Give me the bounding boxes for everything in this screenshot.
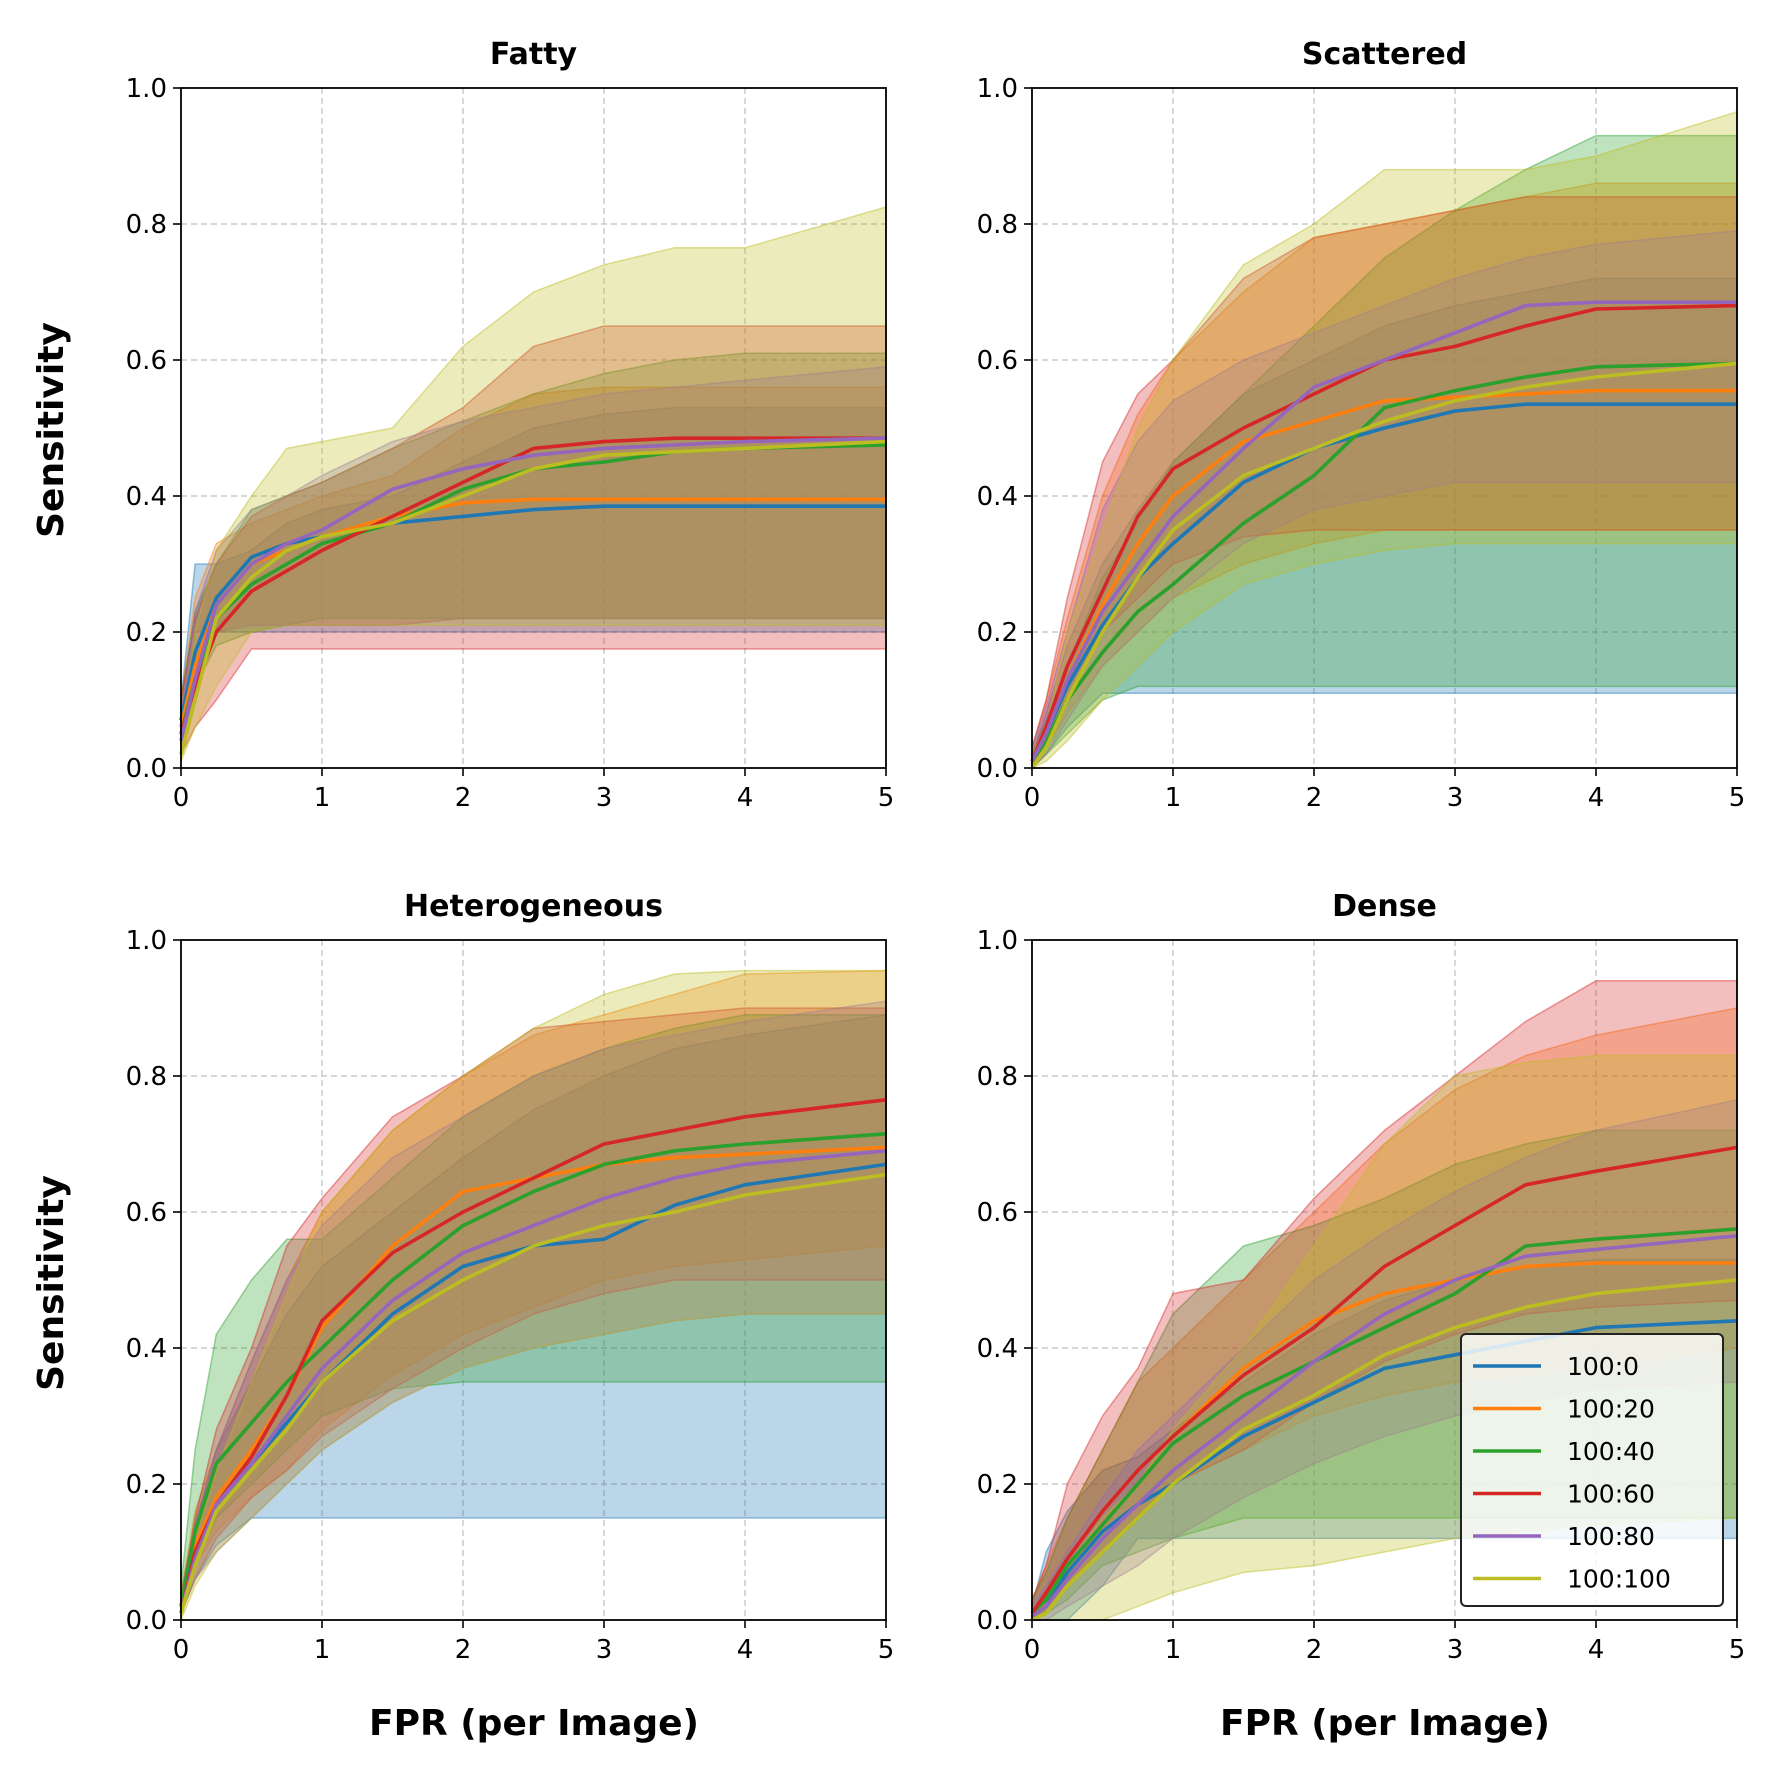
legend-item-100-60: 100:60 — [1473, 1480, 1655, 1509]
y-tick-label: 1.0 — [126, 926, 167, 956]
legend-label: 100:100 — [1567, 1565, 1671, 1594]
series-line-100-80 — [179, 1149, 887, 1614]
x-tick-label: 3 — [1447, 783, 1464, 813]
y-tick-label: 0.8 — [126, 210, 167, 240]
y-axis-label-top: Sensitivity — [31, 322, 72, 538]
legend: 100:0 100:20 100:40 100:60 100:80 100:100 — [1460, 1333, 1724, 1607]
legend-item-100-0: 100:0 — [1473, 1352, 1639, 1381]
y-tick-label: 0.6 — [126, 1198, 167, 1228]
x-tick-label: 4 — [1588, 783, 1605, 813]
y-tick-label: 0.8 — [977, 1062, 1018, 1092]
series-line-100-60 — [179, 436, 886, 735]
x-tick-label: 0 — [1024, 1635, 1041, 1665]
legend-label: 100:20 — [1567, 1395, 1655, 1424]
x-tick-label: 0 — [173, 1635, 190, 1665]
y-tick-label: 1.0 — [977, 74, 1018, 104]
panel-fatty: 0 1 2 3 4 5 0.0 0.2 0.4 0.6 0.8 1.0 Fatty — [126, 37, 895, 813]
y-tick-label: 0.6 — [977, 1198, 1018, 1228]
series-line-100-0 — [1030, 402, 1737, 763]
axes-frame — [1031, 939, 1738, 1621]
panel-heterogeneous: 0 1 2 3 4 5 0.0 0.2 0.4 0.6 0.8 1.0 Heterogeneous — [126, 889, 895, 1665]
x-tick-label: 5 — [878, 783, 895, 813]
x-tick-label: 4 — [737, 1635, 754, 1665]
legend-item-100-100: 100:100 — [1473, 1565, 1671, 1594]
y-tick-label: 0.2 — [126, 1470, 167, 1500]
x-tick-label: 1 — [1165, 1635, 1182, 1665]
legend-label: 100:60 — [1567, 1480, 1655, 1509]
y-tick-label: 0.0 — [977, 1606, 1018, 1636]
x-axis-label-left: FPR (per Image) — [369, 1703, 699, 1744]
panel-title-fatty: Fatty — [490, 37, 578, 72]
legend-label: 100:80 — [1567, 1522, 1655, 1551]
x-tick-label: 1 — [314, 1635, 331, 1665]
series-line-100-20 — [179, 1145, 887, 1607]
y-tick-label: 1.0 — [126, 74, 167, 104]
series-line-100-100 — [179, 439, 887, 755]
y-tick-label: 0.0 — [977, 754, 1018, 784]
y-tick-label: 0.4 — [126, 1334, 167, 1364]
y-tick-label: 0.6 — [126, 346, 167, 376]
series-line-100-40 — [1030, 1227, 1738, 1615]
x-tick-label: 2 — [1306, 1635, 1323, 1665]
x-tick-label: 5 — [1729, 1635, 1746, 1665]
panel-title-dense: Dense — [1332, 889, 1437, 924]
legend-item-100-80: 100:80 — [1473, 1522, 1655, 1551]
y-tick-label: 0.4 — [126, 482, 167, 512]
x-tick-label: 2 — [455, 1635, 472, 1665]
panel-title-heterogeneous: Heterogeneous — [404, 889, 663, 924]
series-line-100-80 — [1030, 1234, 1738, 1619]
axes-frame — [180, 939, 887, 1621]
x-tick-label: 0 — [1024, 783, 1041, 813]
legend-label: 100:40 — [1567, 1437, 1655, 1466]
y-tick-label: 0.8 — [977, 210, 1018, 240]
series-line-100-80 — [179, 436, 887, 742]
series-line-100-40 — [179, 1132, 887, 1607]
series-line-100-80 — [1030, 300, 1737, 763]
x-tick-label: 3 — [596, 1635, 613, 1665]
x-tick-label: 5 — [878, 1635, 895, 1665]
axes-frame — [180, 87, 887, 769]
axes-frame — [1031, 87, 1738, 769]
x-tick-label: 4 — [1588, 1635, 1605, 1665]
legend-label: 100:0 — [1567, 1352, 1639, 1381]
legend-item-100-20: 100:20 — [1473, 1395, 1655, 1424]
y-tick-label: 0.8 — [126, 1062, 167, 1092]
y-tick-label: 0.4 — [977, 482, 1018, 512]
x-tick-label: 3 — [596, 783, 613, 813]
x-tick-label: 0 — [173, 783, 190, 813]
y-tick-label: 0.6 — [977, 346, 1018, 376]
series-line-100-60 — [1030, 303, 1738, 762]
x-tick-label: 3 — [1447, 1635, 1464, 1665]
panel-dense: 0 1 2 3 4 5 0.0 0.2 0.4 0.6 0.8 1.0 Dense 100:0 100:20… — [977, 889, 1746, 1665]
y-tick-label: 0.2 — [126, 618, 167, 648]
panel-scattered: 0 1 2 3 4 5 0.0 0.2 0.4 0.6 0.8 1.0 Scattered — [977, 37, 1746, 813]
x-tick-label: 5 — [1729, 783, 1746, 813]
y-tick-label: 0.0 — [126, 754, 167, 784]
x-tick-label: 1 — [1165, 783, 1182, 813]
y-tick-label: 0.4 — [977, 1334, 1018, 1364]
x-tick-label: 1 — [314, 783, 331, 813]
panel-title-scattered: Scattered — [1302, 37, 1467, 72]
x-tick-label: 4 — [737, 783, 754, 813]
x-tick-label: 2 — [455, 783, 472, 813]
y-tick-label: 0.2 — [977, 1470, 1018, 1500]
x-tick-label: 2 — [1306, 783, 1323, 813]
x-axis-label-right: FPR (per Image) — [1220, 1703, 1550, 1744]
y-tick-label: 0.2 — [977, 618, 1018, 648]
series-line-100-100 — [1031, 1278, 1738, 1622]
y-axis-label-bottom: Sensitivity — [31, 1175, 72, 1391]
y-tick-label: 0.0 — [126, 1606, 167, 1636]
legend-item-100-40: 100:40 — [1473, 1437, 1655, 1466]
series-line-100-100 — [179, 1172, 887, 1614]
y-tick-label: 1.0 — [977, 926, 1018, 956]
series-line-100-100 — [1030, 361, 1738, 770]
legend-box — [1460, 1333, 1724, 1607]
series-line-100-60 — [1030, 1145, 1738, 1615]
